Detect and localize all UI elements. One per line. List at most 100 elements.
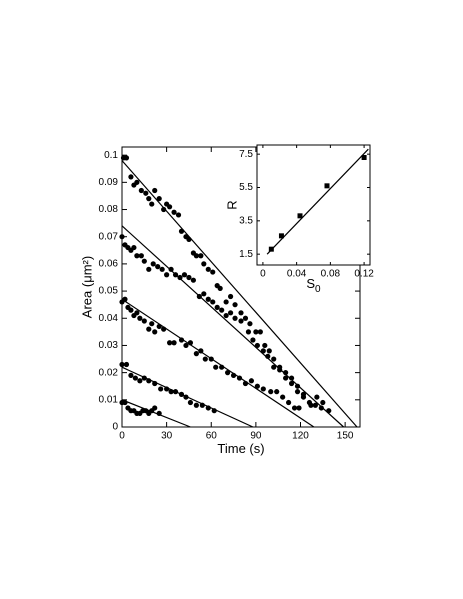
point xyxy=(141,375,147,381)
x-axis-label: S0 xyxy=(306,276,321,294)
point xyxy=(227,293,234,300)
fit-line xyxy=(121,298,315,428)
y-tick-label: 0.09 xyxy=(99,177,119,188)
point xyxy=(236,375,243,381)
point xyxy=(177,274,183,281)
point xyxy=(132,375,138,381)
point xyxy=(146,378,152,384)
point xyxy=(213,364,219,370)
point xyxy=(178,337,185,343)
point xyxy=(161,326,167,332)
point xyxy=(214,304,220,310)
point xyxy=(283,370,289,376)
point xyxy=(181,272,188,278)
point xyxy=(146,326,152,332)
x-tick-label: 0 xyxy=(119,431,125,442)
point xyxy=(167,204,173,210)
point xyxy=(172,272,179,278)
x-axis-label-text: S xyxy=(306,276,315,291)
point xyxy=(175,212,182,218)
point xyxy=(128,372,134,378)
point xyxy=(201,291,207,297)
point xyxy=(187,399,194,406)
y-tick-label: 5.5 xyxy=(239,182,253,193)
point xyxy=(306,399,313,406)
point xyxy=(208,356,214,362)
point xyxy=(266,348,272,354)
point xyxy=(155,264,161,270)
point xyxy=(245,329,252,335)
point xyxy=(178,228,185,234)
y-tick-label: 0.08 xyxy=(99,204,119,215)
point xyxy=(225,370,231,376)
fit-line xyxy=(121,399,191,428)
point xyxy=(223,312,229,319)
point xyxy=(205,405,211,411)
point xyxy=(296,405,302,411)
point xyxy=(171,209,177,215)
x-tick-label: 30 xyxy=(161,431,173,442)
point xyxy=(326,408,332,414)
point xyxy=(291,405,298,411)
point xyxy=(227,310,234,316)
point xyxy=(297,213,303,219)
point xyxy=(138,253,144,259)
point xyxy=(210,299,216,305)
point xyxy=(128,174,134,180)
y-tick-label: 0.02 xyxy=(99,367,119,378)
point xyxy=(183,394,189,400)
y-tick-label: 0 xyxy=(112,422,118,433)
point xyxy=(193,351,199,357)
x-tick-label: 0.08 xyxy=(321,269,341,280)
point xyxy=(159,266,165,272)
point xyxy=(219,364,225,370)
point xyxy=(122,296,128,302)
point xyxy=(253,329,259,335)
point xyxy=(152,329,158,335)
point xyxy=(288,380,295,387)
point xyxy=(274,389,280,395)
point xyxy=(242,315,249,321)
y-axis-label: R xyxy=(224,200,239,209)
point xyxy=(238,318,244,324)
fit-line xyxy=(121,160,358,428)
point xyxy=(172,389,179,395)
point xyxy=(199,402,205,408)
point xyxy=(134,310,140,316)
y-tick-label: 3.5 xyxy=(239,215,253,226)
point xyxy=(198,253,204,259)
point xyxy=(230,372,237,378)
point xyxy=(254,383,260,389)
point xyxy=(286,399,292,406)
point xyxy=(268,389,274,395)
point xyxy=(205,266,211,272)
point xyxy=(164,272,170,278)
y-tick-label: 0.03 xyxy=(99,340,119,351)
point xyxy=(324,183,330,189)
point xyxy=(271,364,277,370)
point xyxy=(196,293,202,300)
y-tick-label: 0.06 xyxy=(99,259,119,270)
point xyxy=(152,380,158,387)
y-tick-label: 0.07 xyxy=(99,231,119,242)
point xyxy=(232,302,238,308)
point xyxy=(262,342,268,349)
point xyxy=(193,253,199,259)
point xyxy=(150,261,156,267)
point xyxy=(201,261,207,267)
y-tick-label: 0.05 xyxy=(99,286,119,297)
point xyxy=(137,315,143,321)
point xyxy=(168,266,174,272)
point xyxy=(211,408,217,414)
point xyxy=(190,277,196,283)
point xyxy=(278,233,284,239)
point xyxy=(128,307,134,313)
point xyxy=(268,246,274,252)
y-tick-label: 0.1 xyxy=(104,150,118,161)
point xyxy=(152,187,158,194)
y-tick-label: 0.04 xyxy=(99,313,119,324)
point xyxy=(254,342,260,349)
point xyxy=(232,315,238,321)
